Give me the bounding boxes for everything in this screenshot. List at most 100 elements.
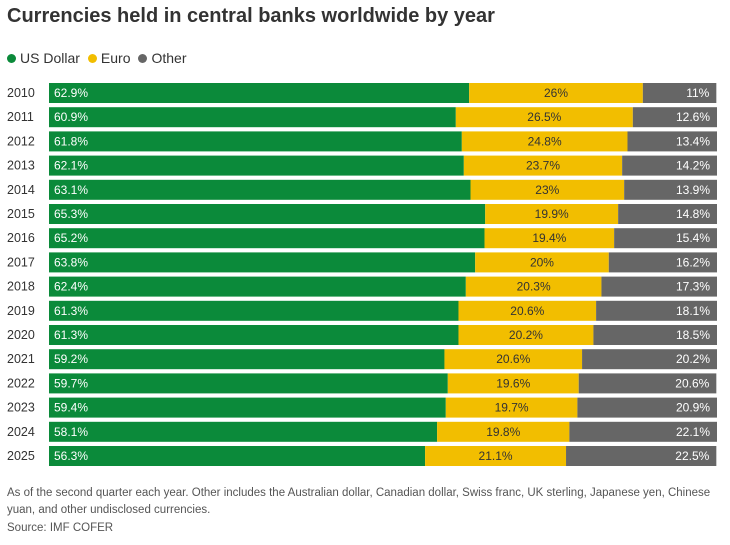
source-note: Source: IMF COFER — [7, 522, 114, 534]
bar-euro-2011 — [455, 107, 633, 128]
legend-item-usd: US Dollar — [7, 50, 80, 66]
stacked-bar-chart: 2010 62.9% 26% 11% 2011 60.9% 26.5% 12.6% 2012 61… — [7, 83, 717, 466]
bar-other-2014 — [624, 179, 717, 200]
data-label-other-2025: 22.5% — [675, 449, 709, 463]
bar-euro-2022 — [447, 373, 579, 394]
year-label-2025: 2025 — [7, 449, 35, 463]
year-label-2011: 2011 — [7, 110, 34, 124]
data-label-euro-2021: 20.6% — [496, 352, 530, 366]
bar-usd-2018 — [49, 276, 466, 297]
data-label-other-2022: 20.6% — [675, 376, 709, 390]
bar-euro-2020 — [458, 325, 594, 345]
year-label-2023: 2023 — [7, 401, 35, 415]
data-label-other-2024: 22.1% — [676, 425, 710, 439]
data-label-euro-2018: 20.3% — [517, 280, 551, 294]
year-label-2018: 2018 — [7, 280, 35, 294]
data-label-usd-2014: 63.1% — [54, 183, 88, 197]
bar-euro-2019 — [458, 300, 597, 321]
data-label-other-2021: 20.2% — [676, 352, 710, 366]
data-label-other-2015: 14.8% — [676, 207, 710, 221]
data-label-other-2017: 16.2% — [676, 255, 710, 269]
data-label-euro-2015: 19.9% — [535, 207, 569, 221]
bar-other-2017 — [608, 252, 717, 273]
bar-other-2021 — [582, 349, 717, 370]
bar-other-2025 — [566, 446, 717, 466]
data-label-usd-2021: 59.2% — [54, 352, 88, 366]
data-label-usd-2020: 61.3% — [54, 328, 88, 342]
data-label-usd-2018: 62.4% — [54, 280, 88, 294]
bar-usd-2014 — [49, 179, 471, 200]
bar-usd-2019 — [49, 300, 459, 321]
year-label-2022: 2022 — [7, 376, 35, 390]
bar-other-2024 — [569, 421, 717, 442]
data-label-other-2020: 18.5% — [676, 328, 710, 342]
bar-other-2016 — [614, 228, 717, 249]
bar-euro-2012 — [461, 131, 628, 152]
data-label-other-2010: 11% — [686, 86, 709, 100]
data-label-usd-2015: 65.3% — [54, 207, 88, 221]
bar-other-2022 — [578, 373, 717, 394]
legend-label-usd: US Dollar — [20, 50, 80, 66]
bar-usd-2021 — [49, 349, 445, 370]
bar-euro-2018 — [465, 276, 602, 297]
data-label-other-2014: 13.9% — [676, 183, 710, 197]
data-label-euro-2010: 26% — [544, 86, 568, 100]
data-label-euro-2023: 19.7% — [495, 401, 529, 415]
data-label-euro-2017: 20% — [530, 255, 554, 269]
bar-euro-2021 — [444, 349, 583, 370]
bar-euro-2014 — [470, 179, 625, 200]
bar-other-2020 — [593, 325, 717, 345]
data-label-euro-2020: 20.2% — [509, 328, 543, 342]
bar-other-2015 — [618, 204, 717, 224]
year-label-2012: 2012 — [7, 134, 35, 148]
legend-item-euro: Euro — [87, 50, 130, 66]
bar-euro-2024 — [437, 421, 570, 442]
legend-swatch-usd — [7, 53, 16, 63]
bar-other-2013 — [622, 155, 717, 176]
bar-euro-2017 — [475, 252, 609, 273]
legend-swatch-other — [138, 53, 148, 63]
data-label-other-2023: 20.9% — [676, 401, 710, 415]
year-label-2017: 2017 — [7, 255, 35, 269]
data-label-usd-2010: 62.9% — [54, 86, 88, 100]
data-label-other-2018: 17.3% — [676, 280, 710, 294]
data-label-other-2011: 12.6% — [676, 110, 710, 124]
legend: US Dollar Euro Other — [7, 50, 195, 66]
bar-usd-2025 — [49, 446, 426, 466]
bar-other-2018 — [601, 276, 717, 297]
data-label-euro-2024: 19.8% — [486, 425, 520, 439]
data-label-euro-2016: 19.4% — [532, 231, 566, 245]
data-label-usd-2019: 61.3% — [54, 304, 88, 318]
legend-item-other: Other — [138, 50, 187, 66]
bar-euro-2010 — [469, 83, 643, 103]
bar-euro-2016 — [484, 228, 615, 249]
year-label-2021: 2021 — [7, 352, 35, 366]
legend-swatch-euro — [87, 53, 97, 63]
bar-usd-2011 — [49, 107, 456, 128]
bar-usd-2017 — [49, 252, 476, 273]
year-label-2010: 2010 — [7, 86, 35, 100]
legend-label-other: Other — [151, 50, 187, 66]
data-label-usd-2016: 65.2% — [54, 231, 88, 245]
data-label-usd-2012: 61.8% — [54, 134, 88, 148]
data-label-other-2019: 18.1% — [676, 304, 710, 318]
bar-euro-2015 — [485, 204, 619, 224]
year-label-2016: 2016 — [7, 231, 35, 245]
data-label-euro-2019: 20.6% — [510, 304, 544, 318]
bar-usd-2013 — [49, 155, 464, 176]
data-label-other-2013: 14.2% — [676, 159, 710, 173]
data-label-usd-2022: 59.7% — [54, 376, 88, 390]
bar-usd-2023 — [49, 397, 446, 418]
bar-euro-2025 — [425, 446, 567, 466]
data-label-euro-2014: 23% — [535, 183, 559, 197]
bar-other-2019 — [596, 300, 717, 321]
chart-title: Currencies held in central banks worldwi… — [7, 5, 495, 27]
year-label-2013: 2013 — [7, 159, 35, 173]
bar-other-2011 — [632, 107, 717, 128]
bar-other-2012 — [627, 131, 717, 152]
year-label-2024: 2024 — [7, 425, 35, 439]
bar-usd-2022 — [49, 373, 448, 394]
data-label-other-2012: 13.4% — [676, 134, 710, 148]
data-label-usd-2017: 63.8% — [54, 255, 88, 269]
data-label-euro-2011: 26.5% — [527, 110, 561, 124]
